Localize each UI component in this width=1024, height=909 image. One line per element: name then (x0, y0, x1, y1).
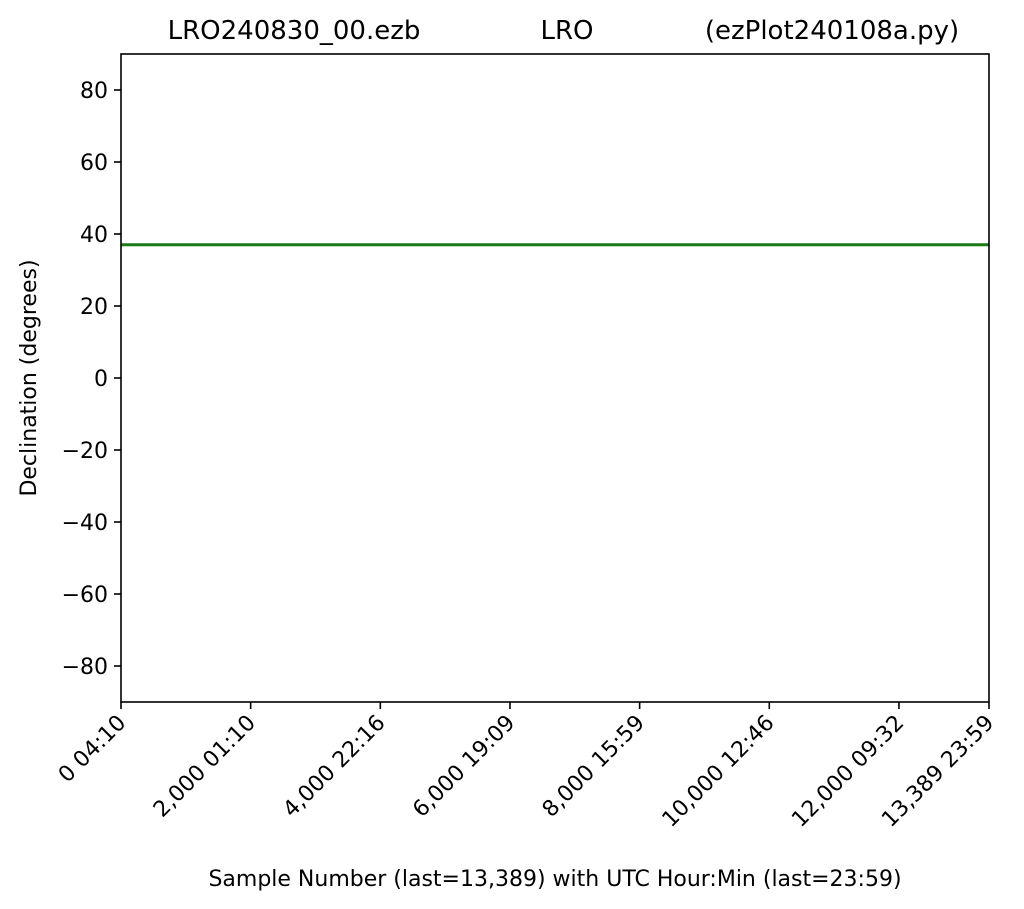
y-tick-label: −20 (62, 439, 108, 464)
x-tick-label: 6,000 19:09 (408, 711, 520, 823)
y-axis-label: Declination (degrees) (17, 259, 42, 496)
y-tick-label: 80 (80, 79, 108, 104)
chart-title-right: (ezPlot240108a.py) (705, 16, 959, 46)
x-axis-label: Sample Number (last=13,389) with UTC Hou… (208, 867, 901, 892)
y-tick-label: −60 (62, 583, 108, 608)
chart-title-center: LRO (540, 16, 593, 46)
y-axis-ticks: 80 60 40 20 0 −20 −40 −60 −80 (62, 79, 121, 680)
x-axis-ticks: 0 04:10 2,000 01:10 4,000 22:16 6,000 19:09… (54, 702, 999, 832)
y-tick-label: −80 (62, 655, 108, 680)
y-tick-label: 60 (80, 151, 108, 176)
chart-title-left: LRO240830_00.ezb (168, 16, 421, 46)
x-tick-label: 4,000 22:16 (279, 711, 391, 823)
y-tick-label: 0 (94, 367, 108, 392)
y-tick-label: −40 (62, 511, 108, 536)
y-tick-label: 20 (80, 295, 108, 320)
plot-frame (120, 53, 990, 703)
x-tick-label: 0 04:10 (54, 711, 131, 788)
x-tick-label: 2,000 01:10 (149, 711, 261, 823)
x-tick-label: 10,000 12:46 (658, 711, 780, 833)
x-tick-label: 8,000 15:59 (538, 711, 650, 823)
y-tick-label: 40 (80, 223, 108, 248)
